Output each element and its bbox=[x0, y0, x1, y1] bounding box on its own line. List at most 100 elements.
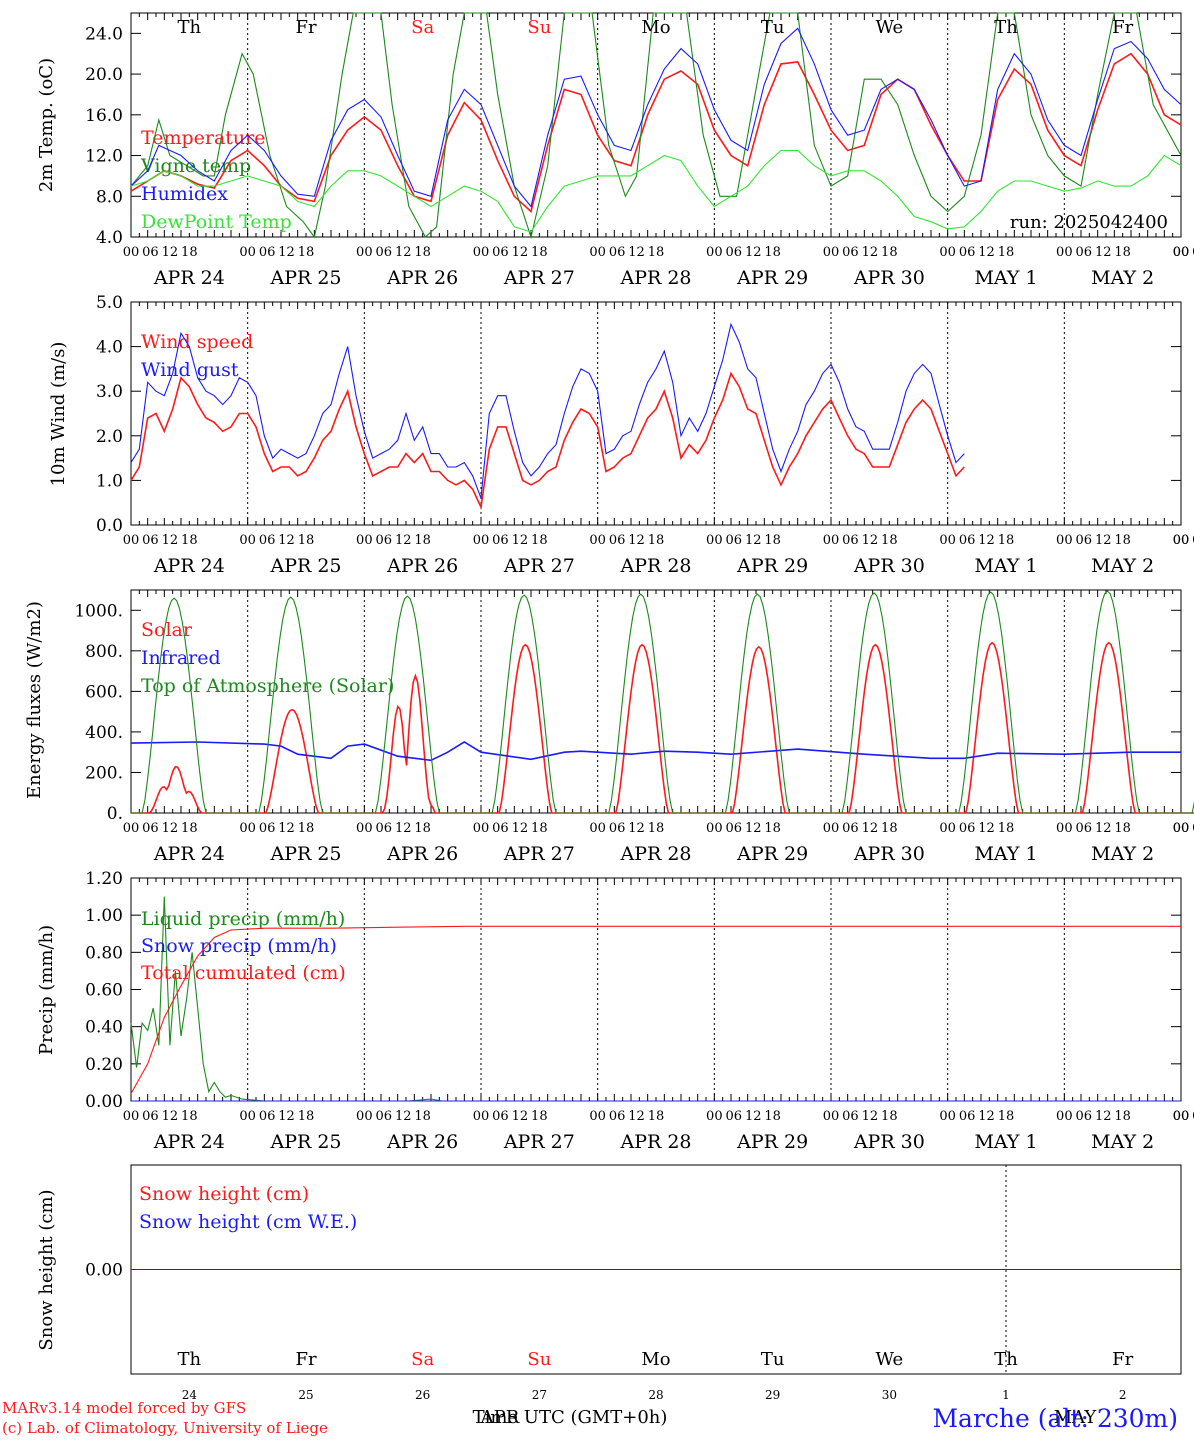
y-axis-label: Energy fluxes (W/m2) bbox=[24, 601, 45, 799]
hour-label: 06 bbox=[142, 1109, 159, 1124]
legend-entry: Snow height (cm W.E.) bbox=[139, 1211, 357, 1233]
hour-label: 12 bbox=[162, 533, 179, 548]
weekday-label: Tu bbox=[761, 17, 785, 38]
date-label: APR 30 bbox=[853, 267, 925, 289]
y-tick-label: 400. bbox=[85, 723, 123, 743]
date-label: APR 26 bbox=[386, 1131, 458, 1153]
date-label: APR 28 bbox=[619, 1131, 691, 1153]
date-label: APR 25 bbox=[269, 843, 341, 865]
hour-label: 06 bbox=[959, 1109, 976, 1124]
hour-label: 00 bbox=[1173, 821, 1190, 836]
hour-label: 12 bbox=[862, 245, 879, 260]
hour-label: 12 bbox=[628, 821, 645, 836]
hour-label: 06 bbox=[142, 821, 159, 836]
day-number: 24 bbox=[182, 1388, 198, 1402]
plot-frame bbox=[130, 12, 1182, 238]
date-label: APR 28 bbox=[619, 267, 691, 289]
legend-entry: Infrared bbox=[141, 647, 221, 669]
legend-entry: Solar bbox=[141, 619, 193, 641]
hour-label: 18 bbox=[298, 1109, 315, 1124]
date-label: APR 27 bbox=[503, 555, 575, 577]
hour-label: 06 bbox=[959, 821, 976, 836]
credit-model: MARv3.14 model forced by GFS bbox=[2, 1399, 246, 1417]
series-line-vigne-temp bbox=[130, 12, 1182, 240]
station-name: Marche (alt: 230m) bbox=[932, 1404, 1178, 1433]
hour-label: 18 bbox=[881, 245, 898, 260]
y-tick-label: 5.0 bbox=[96, 293, 123, 313]
legend-entry: Temperature bbox=[141, 127, 265, 149]
y-tick-label: 0.20 bbox=[85, 1055, 123, 1075]
date-label: APR 30 bbox=[853, 843, 925, 865]
hour-label: 00 bbox=[239, 821, 256, 836]
hour-label: 06 bbox=[259, 821, 276, 836]
hour-label: 00 bbox=[1173, 245, 1190, 260]
x-axis-label: Time UTC (GMT+0h) bbox=[473, 1407, 668, 1428]
panel-3: 0. 200. 400. 600. 800. 1000. Energy fluxes (W/… bbox=[24, 589, 1194, 865]
hour-label: 12 bbox=[862, 821, 879, 836]
series-line-infrared bbox=[130, 741, 1181, 762]
legend-entry: Liquid precip (mm/h) bbox=[141, 908, 345, 930]
hour-label: 18 bbox=[998, 1109, 1015, 1124]
date-label: APR 29 bbox=[736, 555, 808, 577]
weekday-label: Th bbox=[994, 17, 1018, 38]
date-label: APR 27 bbox=[503, 1131, 575, 1153]
hour-label: 12 bbox=[162, 245, 179, 260]
hour-label: 18 bbox=[764, 821, 781, 836]
hour-label: 18 bbox=[1114, 533, 1131, 548]
y-tick-label: 4.0 bbox=[96, 338, 123, 358]
series-line-wind-speed bbox=[130, 371, 965, 510]
hour-label: 06 bbox=[1192, 533, 1194, 548]
y-tick-label: 1.0 bbox=[96, 471, 123, 491]
hour-label: 06 bbox=[1192, 1109, 1194, 1124]
hour-label: 06 bbox=[1192, 245, 1194, 260]
hour-label: 00 bbox=[239, 1109, 256, 1124]
hour-label: 00 bbox=[123, 821, 140, 836]
hour-label: 18 bbox=[764, 245, 781, 260]
hour-label: 12 bbox=[978, 1109, 995, 1124]
hour-label: 12 bbox=[978, 533, 995, 548]
y-axis-label: 2m Temp. (oC) bbox=[36, 58, 57, 192]
hour-label: 18 bbox=[764, 533, 781, 548]
hour-label: 12 bbox=[278, 245, 295, 260]
series-line-total-cumulated-cm- bbox=[130, 925, 1181, 1094]
weekday-label: We bbox=[875, 17, 903, 38]
day-number: 25 bbox=[298, 1388, 313, 1402]
hour-label: 06 bbox=[259, 533, 276, 548]
hour-label: 18 bbox=[764, 1109, 781, 1124]
hour-label: 12 bbox=[512, 1109, 529, 1124]
y-axis-label: 10m Wind (m/s) bbox=[48, 342, 69, 487]
y-tick-label: 4.0 bbox=[96, 228, 123, 248]
hour-label: 18 bbox=[648, 533, 665, 548]
date-label: APR 24 bbox=[153, 843, 225, 865]
hour-label: 12 bbox=[1095, 1109, 1112, 1124]
hour-label: 06 bbox=[259, 245, 276, 260]
y-tick-label: 0.40 bbox=[85, 1018, 123, 1038]
date-label: APR 26 bbox=[386, 555, 458, 577]
y-tick-label: 1.20 bbox=[85, 869, 123, 889]
hour-label: 12 bbox=[862, 533, 879, 548]
hour-label: 06 bbox=[492, 533, 509, 548]
hour-label: 12 bbox=[628, 1109, 645, 1124]
series-line-humidex bbox=[130, 27, 1182, 208]
hour-label: 06 bbox=[1076, 821, 1093, 836]
hour-label: 12 bbox=[395, 821, 412, 836]
hour-label: 00 bbox=[1056, 533, 1073, 548]
hour-label: 18 bbox=[414, 1109, 431, 1124]
hour-label: 00 bbox=[823, 821, 840, 836]
weekday-label: Fr bbox=[295, 1349, 316, 1370]
weekday-label: Su bbox=[527, 1349, 551, 1370]
hour-label: 06 bbox=[726, 821, 743, 836]
weekday-label: Fr bbox=[1112, 17, 1133, 38]
hour-label: 06 bbox=[959, 533, 976, 548]
hour-label: 12 bbox=[745, 821, 762, 836]
y-tick-label: 24.0 bbox=[85, 24, 123, 44]
y-tick-label: 1000. bbox=[74, 601, 123, 621]
hour-label: 06 bbox=[842, 821, 859, 836]
y-tick-label: 12.0 bbox=[85, 147, 123, 167]
series-line-wind-gust bbox=[130, 322, 965, 499]
hour-label: 06 bbox=[376, 245, 393, 260]
hour-label: 00 bbox=[1056, 821, 1073, 836]
series-line-top-of-atmosphere-solar- bbox=[131, 590, 1194, 814]
hour-label: 12 bbox=[512, 245, 529, 260]
